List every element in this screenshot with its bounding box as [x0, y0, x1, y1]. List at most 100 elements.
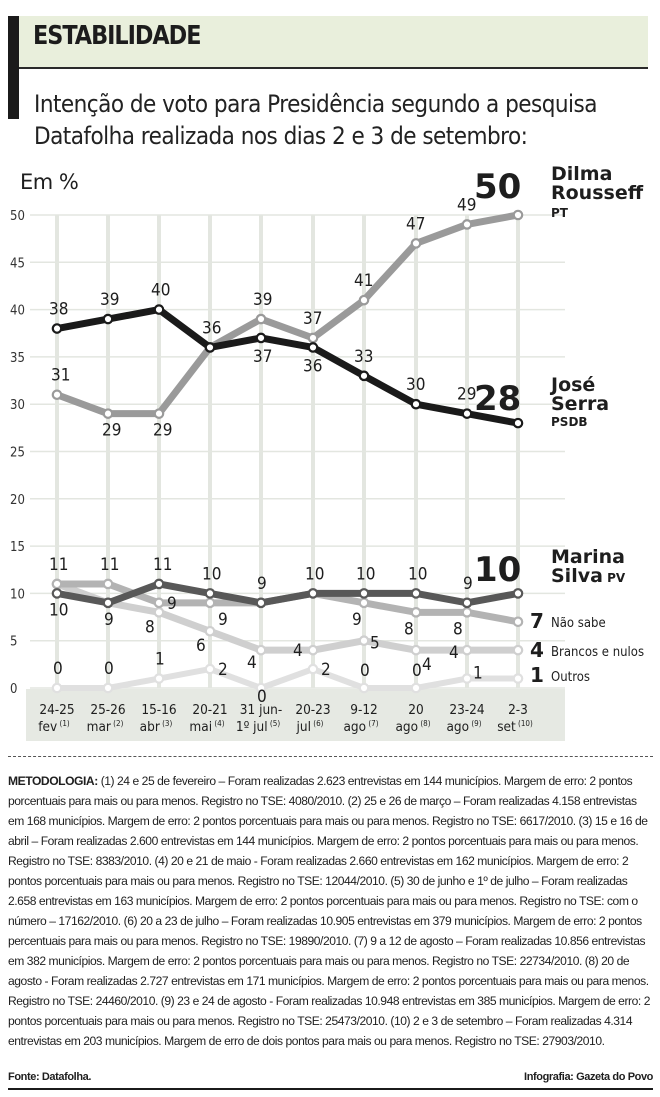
legend-label-nao_sabe: Não sabe	[551, 616, 606, 631]
data-label-marina: 10	[305, 564, 324, 584]
data-point	[102, 597, 114, 609]
divider	[8, 756, 653, 757]
y-axis-unit-label: Em %	[20, 170, 79, 194]
data-label-outros: 0	[360, 661, 370, 681]
data-label-brancos: 4	[449, 643, 459, 663]
data-label-serra: 37	[253, 347, 272, 367]
data-label-nao_sabe: 11	[100, 555, 119, 575]
data-label-outros: 2	[321, 660, 331, 680]
y-tick-label: 0	[10, 682, 17, 697]
x-tick-label: 23-24	[449, 702, 485, 718]
legend-value-brancos: 4	[530, 638, 544, 662]
series-line-serra	[56, 306, 519, 427]
data-point	[358, 635, 370, 646]
data-label-brancos: 6	[196, 636, 206, 656]
data-point	[358, 294, 370, 306]
data-label-dilma: 36	[202, 318, 221, 338]
data-label-brancos: 4	[247, 653, 257, 673]
data-point	[358, 597, 370, 609]
legend-name-serra: José	[549, 374, 595, 396]
data-point	[461, 644, 473, 656]
data-point	[410, 644, 422, 656]
data-label-serra: 39	[100, 290, 119, 310]
data-point	[410, 682, 422, 694]
data-point	[51, 588, 63, 599]
data-point	[461, 597, 473, 609]
data-label-outros: 2	[218, 660, 228, 680]
legend-name-marina: Marina	[551, 546, 625, 568]
methodology-label: METODOLOGIA:	[8, 774, 98, 788]
data-point	[512, 417, 524, 429]
y-tick-label: 25	[10, 446, 25, 461]
data-point	[102, 408, 114, 419]
legend-name-marina: Silva PV	[551, 565, 626, 587]
data-point	[51, 682, 63, 694]
data-label-dilma: 29	[102, 421, 121, 441]
header-band	[19, 16, 648, 69]
x-tick-label: 9-12	[350, 702, 378, 718]
y-tick-label: 10	[10, 587, 25, 602]
data-label-outros: 1	[155, 650, 165, 670]
data-label-marina: 10	[202, 564, 221, 584]
data-point	[410, 238, 422, 249]
x-tick-label: 20-21	[192, 702, 227, 718]
data-label-marina: 10	[356, 564, 375, 584]
data-label-outros: 1	[473, 664, 483, 684]
data-label-outros: 0	[257, 687, 267, 707]
data-label-serra: 40	[151, 281, 170, 301]
data-point	[102, 578, 114, 590]
data-point	[153, 304, 165, 315]
data-label-marina: 10	[49, 600, 68, 620]
data-point	[307, 342, 319, 353]
data-point	[153, 578, 165, 590]
data-point	[358, 682, 370, 694]
data-label-dilma: 37	[303, 309, 322, 329]
data-point	[307, 663, 319, 675]
data-point	[204, 342, 216, 353]
data-label-marina: 11	[153, 555, 172, 575]
data-point	[204, 663, 216, 675]
y-tick-label: 50	[10, 209, 25, 224]
data-point	[461, 219, 473, 230]
y-tick-label: 45	[10, 256, 25, 271]
data-label-marina: 9	[257, 574, 267, 594]
data-label-brancos: 8	[145, 617, 155, 637]
data-label-marina: 10	[408, 564, 427, 584]
infographic-credit: Infografia: Gazeta do Povo	[524, 1071, 653, 1083]
data-label-serra: 29	[457, 385, 476, 405]
data-point	[512, 616, 524, 628]
data-point	[51, 578, 63, 590]
x-tick-label: 20-23	[295, 702, 330, 718]
data-point	[102, 313, 114, 325]
data-label-outros: 0	[53, 659, 63, 679]
data-label-outros: 0	[412, 661, 422, 681]
legend-value-dilma: 50	[474, 167, 521, 207]
data-point	[255, 597, 267, 609]
legend-value-outros: 1	[530, 663, 544, 687]
legend-name-dilma: Rousseff	[551, 182, 644, 204]
data-point	[51, 323, 63, 334]
data-point	[204, 588, 216, 599]
data-label-nao_sabe: 9	[352, 610, 362, 630]
y-tick-label: 20	[10, 493, 25, 508]
data-label-dilma: 49	[457, 195, 476, 215]
data-point	[512, 209, 524, 221]
x-tick-label: 15-16	[141, 702, 176, 718]
legend-name-serra: Serra	[551, 393, 609, 415]
y-tick-label: 5	[10, 635, 17, 650]
legend-value-nao_sabe: 7	[530, 609, 544, 633]
legend-name-dilma: Dilma	[551, 163, 612, 185]
data-label-brancos: 4	[293, 641, 303, 661]
data-label-serra: 38	[49, 300, 68, 320]
data-label-serra: 33	[354, 347, 373, 367]
data-point	[255, 332, 267, 344]
data-point	[255, 644, 267, 656]
series-line-outros	[57, 666, 518, 691]
data-label-nao_sabe: 8	[453, 619, 463, 639]
data-label-nao_sabe: 8	[404, 619, 414, 639]
data-label-marina: 9	[104, 610, 114, 630]
data-label-dilma: 31	[51, 366, 70, 386]
series-line-brancos	[55, 580, 518, 654]
data-label-outros: 0	[104, 659, 114, 679]
legend-value-serra: 28	[474, 379, 521, 419]
